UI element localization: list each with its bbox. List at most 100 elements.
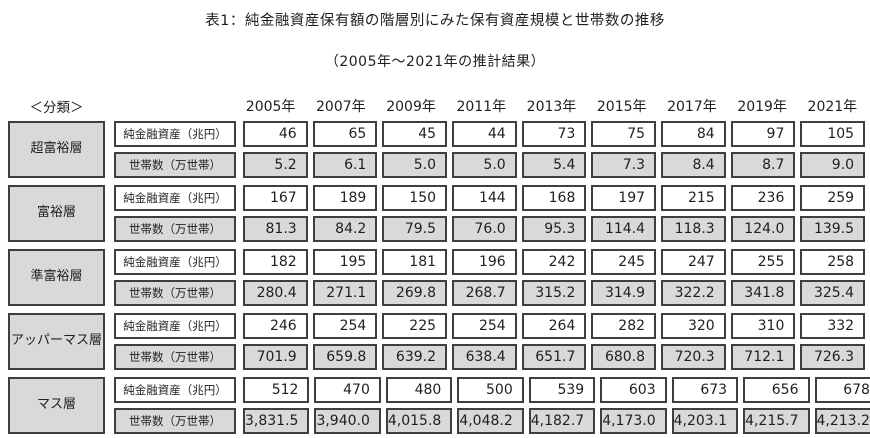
value-cell: 4,015.8	[385, 408, 453, 434]
value-cell: 325.4	[800, 280, 866, 306]
value-cell: 46	[243, 121, 308, 147]
value-cell: 254	[312, 313, 378, 339]
households-row: 世帯数（万世帯） 280.4 271.1 269.8 268.7 315.2 314.9 32…	[114, 280, 866, 306]
tier-block: 準富裕層 純金融資産（兆円） 182 195 181 196 242 245 247 255 258…	[8, 249, 866, 306]
value-cell: 95.3	[521, 216, 587, 242]
value-cell: 81.3	[243, 216, 308, 242]
households-row-label: 世帯数（万世帯）	[114, 152, 236, 178]
value-cell: 182	[243, 249, 308, 275]
value-cell: 105	[800, 121, 866, 147]
value-cell: 144	[452, 185, 517, 211]
value-cell: 5.4	[521, 152, 587, 178]
value-cell: 659.8	[312, 344, 378, 370]
value-cell: 225	[382, 313, 448, 339]
assets-row: 純金融資産（兆円） 246 254 225 254 264 282 320 310 332	[114, 313, 866, 339]
value-cell: 84.2	[312, 216, 378, 242]
value-cell: 150	[382, 185, 448, 211]
assets-row-label: 純金融資産（兆円）	[114, 313, 236, 339]
value-cell: 341.8	[730, 280, 796, 306]
year-header: 2007年	[316, 99, 366, 115]
value-cell: 720.3	[661, 344, 726, 370]
assets-row: 純金融資産（兆円） 167 189 150 144 168 197 215 236 259	[114, 185, 866, 211]
value-cell: 65	[312, 121, 378, 147]
year-header-cells: 2005年 2007年 2009年 2011年 2013年 2015年 2017年 2019年…	[238, 96, 865, 116]
year-header: 2017年	[667, 99, 717, 115]
value-cell: 603	[600, 377, 667, 403]
households-row: 世帯数（万世帯） 5.2 6.1 5.0 5.0 5.4 7.3 8.4 8.7 9.0	[114, 152, 866, 178]
value-cell: 195	[312, 249, 378, 275]
value-cell: 236	[730, 185, 796, 211]
households-row-label: 世帯数（万世帯）	[114, 216, 236, 242]
value-cell: 242	[521, 249, 587, 275]
value-cell: 4,048.2	[457, 408, 524, 434]
value-cell: 8.7	[730, 152, 796, 178]
value-cell: 139.5	[800, 216, 866, 242]
households-row-label: 世帯数（万世帯）	[114, 408, 236, 434]
value-cell: 245	[591, 249, 657, 275]
value-cell: 247	[661, 249, 726, 275]
header-spacer: ＜分類＞	[8, 96, 238, 116]
value-cell: 197	[591, 185, 657, 211]
year-header: 2015年	[596, 99, 647, 115]
year-header: 2009年	[386, 99, 436, 115]
year-header: 2013年	[526, 99, 577, 115]
value-cell: 3,940.0	[314, 408, 381, 434]
assets-row-label: 純金融資産（兆円）	[114, 249, 236, 275]
value-cell: 701.9	[243, 344, 308, 370]
value-cell: 5.0	[382, 152, 448, 178]
value-cell: 680.8	[591, 344, 657, 370]
value-cell: 314.9	[591, 280, 657, 306]
value-cell: 3,831.5	[243, 408, 310, 434]
assets-row-label: 純金融資産（兆円）	[114, 185, 236, 211]
value-cell: 5.0	[452, 152, 517, 178]
households-row-label: 世帯数（万世帯）	[114, 280, 236, 306]
value-cell: 9.0	[800, 152, 866, 178]
value-cell: 8.4	[661, 152, 726, 178]
value-cell: 124.0	[730, 216, 796, 242]
value-cell: 712.1	[730, 344, 796, 370]
value-cell: 97	[730, 121, 796, 147]
tier-label: 準富裕層	[8, 249, 105, 306]
value-cell: 639.2	[382, 344, 448, 370]
value-cell: 196	[452, 249, 517, 275]
value-cell: 114.4	[591, 216, 657, 242]
value-cell: 264	[521, 313, 587, 339]
value-cell: 500	[457, 377, 524, 403]
tier-label: アッパーマス層	[8, 313, 105, 370]
value-cell: 189	[312, 185, 378, 211]
value-cell: 4,173.0	[600, 408, 667, 434]
value-cell: 656	[743, 377, 810, 403]
year-header: 2005年	[245, 99, 296, 115]
value-cell: 271.1	[312, 280, 378, 306]
value-cell: 332	[800, 313, 866, 339]
value-cell: 651.7	[521, 344, 587, 370]
value-cell: 268.7	[452, 280, 517, 306]
value-cell: 539	[528, 377, 596, 403]
table-title: 表1：純金融資産保有額の階層別にみた保有資産規模と世帯数の推移	[205, 13, 665, 29]
year-header: 2021年	[807, 99, 858, 115]
year-header-row: ＜分類＞ 2005年 2007年 2009年 2011年 2013年 2015年 2017年…	[8, 96, 865, 116]
value-cell: 638.4	[452, 344, 517, 370]
tier-blocks: 超富裕層 純金融資産（兆円） 46 65 45 44 73 75 84 97 105 世帯数（万世帯）…	[8, 121, 870, 434]
value-cell: 45	[382, 121, 448, 147]
tier-block: 超富裕層 純金融資産（兆円） 46 65 45 44 73 75 84 97 105 世帯数（万世帯）…	[8, 121, 866, 178]
value-cell: 7.3	[591, 152, 657, 178]
value-cell: 320	[661, 313, 726, 339]
value-cell: 5.2	[243, 152, 308, 178]
tier-block: マス層 純金融資産（兆円） 512 470 480 500 539 603 673 656 678 世…	[8, 377, 870, 434]
value-cell: 181	[382, 249, 448, 275]
value-cell: 215	[661, 185, 726, 211]
value-cell: 282	[591, 313, 657, 339]
assets-row: 純金融資産（兆円） 512 470 480 500 539 603 673 656 678	[114, 377, 870, 403]
value-cell: 79.5	[382, 216, 448, 242]
households-row-label: 世帯数（万世帯）	[114, 344, 236, 370]
tier-label: 超富裕層	[8, 121, 105, 178]
value-cell: 4,203.1	[671, 408, 739, 434]
assets-row: 純金融資産（兆円） 46 65 45 44 73 75 84 97 105	[114, 121, 866, 147]
tier-label: 富裕層	[8, 185, 105, 242]
assets-row-label: 純金融資産（兆円）	[114, 377, 236, 403]
households-row: 世帯数（万世帯） 701.9 659.8 639.2 638.4 651.7 680.8 72…	[114, 344, 866, 370]
value-cell: 259	[800, 185, 866, 211]
tier-block: 富裕層 純金融資産（兆円） 167 189 150 144 168 197 215 236 259 世…	[8, 185, 866, 242]
